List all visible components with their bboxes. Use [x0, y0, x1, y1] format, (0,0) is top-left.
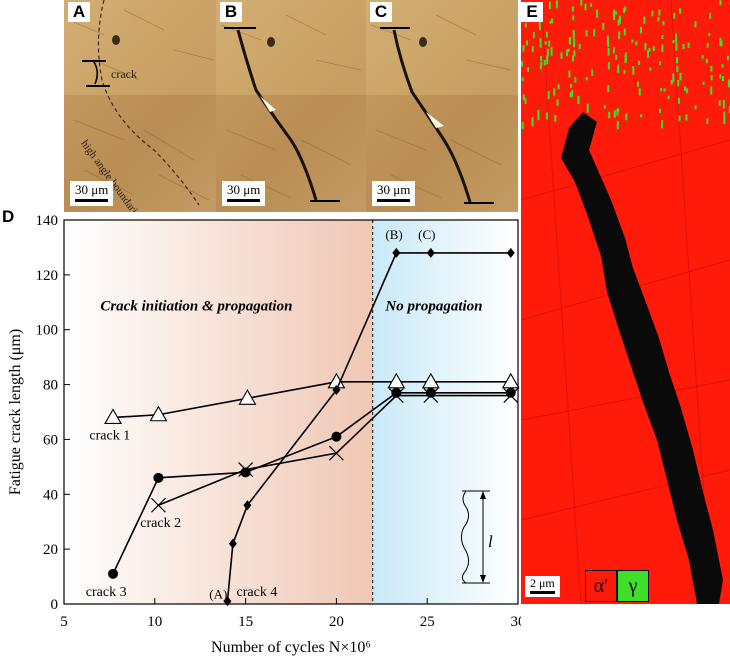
y-tick-label-40: 40	[43, 487, 58, 503]
panel-letter-a: A	[68, 2, 90, 22]
data-point-crack4-3	[243, 500, 252, 511]
y-tick-label-80: 80	[43, 378, 58, 394]
panel-letter-b: B	[220, 2, 242, 22]
data-point-crack2-1	[151, 497, 166, 513]
panel-letter-e: E	[521, 2, 543, 22]
data-point-crack2-3	[328, 445, 344, 461]
data-point-crack3-5	[391, 387, 402, 398]
y-tick-label-100: 100	[36, 323, 59, 339]
micrograph-c: C 30 μm	[366, 0, 518, 212]
scale-bar-c: 30 μm	[372, 181, 416, 206]
ebsd-map-graphic	[521, 0, 730, 604]
y-tick-label-20: 20	[43, 542, 58, 558]
data-point-crack4-4	[332, 385, 341, 396]
crack-length-inset: l	[460, 490, 493, 584]
series-label-crack-3: crack 3	[86, 585, 127, 600]
inset-length-label: l	[488, 532, 493, 551]
data-point-crack4-7	[506, 247, 515, 258]
y-tick-label-60: 60	[43, 432, 58, 448]
y-tick-label-140: 140	[36, 213, 59, 229]
crack-annotation: crack	[111, 67, 137, 81]
x-tick-label-25: 25	[420, 614, 435, 630]
legend-alpha-swatch: α′	[585, 570, 617, 602]
ebsd-scale-bar: 2 μm	[525, 576, 560, 597]
chart-series	[104, 247, 520, 607]
scale-bar-a: 30 μm	[70, 181, 114, 206]
point-label-a: (A)	[209, 587, 227, 602]
x-tick-label-10: 10	[147, 614, 162, 630]
micrograph-a: A crack high angle boundaries 30 μm	[64, 0, 216, 212]
region-no-propagation-bg	[372, 220, 518, 604]
data-point-crack3-2	[153, 472, 164, 483]
plot-frame	[63, 219, 519, 605]
data-point-crack3-6	[425, 387, 436, 398]
ebsd-phase-map: E 2 μm α′ γ	[521, 0, 730, 604]
data-point-crack1-2	[149, 405, 168, 422]
x-tick-label-20: 20	[329, 614, 344, 630]
y-tick-label-120: 120	[36, 268, 59, 284]
series-line-2	[158, 394, 511, 506]
x-axis-label: Number of cycles N×10⁶	[211, 639, 371, 656]
series-label-crack-4: crack 4	[237, 585, 278, 600]
series-label-crack-1: crack 1	[89, 428, 130, 443]
chart-regions	[64, 220, 518, 604]
data-point-crack1-1	[104, 408, 122, 425]
legend-gamma-swatch: γ	[617, 570, 649, 602]
legend-gamma-label: γ	[628, 575, 638, 597]
y-tick-label-0: 0	[51, 597, 59, 613]
x-tick-label-5: 5	[60, 614, 68, 630]
region-label-no-propagation: No propagation	[384, 299, 482, 315]
scale-bar-b: 30 μm	[222, 181, 266, 206]
data-point-crack3-3	[240, 467, 251, 478]
data-point-crack3-7	[505, 387, 516, 398]
x-tick-label-15: 15	[238, 614, 253, 630]
point-label-b: (B)	[385, 227, 402, 242]
data-point-crack4-2	[228, 538, 237, 549]
panel-letter-c: C	[370, 2, 392, 22]
data-point-crack3-4	[331, 431, 342, 442]
region-initiation-bg	[64, 220, 373, 604]
series-label-crack-2: crack 2	[140, 516, 181, 531]
legend-alpha-label: α′	[593, 575, 609, 597]
micrograph-a-texture	[64, 0, 216, 212]
data-point-crack4-6	[426, 247, 435, 258]
x-tick-label-30: 30	[511, 614, 522, 630]
y-axis-label: Fatigue crack length (μm)	[7, 329, 24, 495]
region-label-initiation: Crack initiation & propagation	[100, 299, 292, 315]
chart-axes: 5 10 15 20 25 30 0 20 40 60 80 100 120 140	[36, 213, 522, 630]
micrograph-b: B 30 μm	[216, 0, 366, 212]
point-label-c: (C)	[418, 227, 435, 242]
data-point-crack4-5	[392, 247, 401, 258]
crack-length-chart: 5 10 15 20 25 30 0 20 40 60 80 100 120 140 D Crack in…	[2, 207, 522, 656]
data-point-crack3-1	[108, 568, 119, 579]
data-point-crack1-3	[238, 389, 257, 405]
panel-letter-d: D	[2, 207, 14, 226]
micrograph-b-texture	[216, 0, 366, 212]
